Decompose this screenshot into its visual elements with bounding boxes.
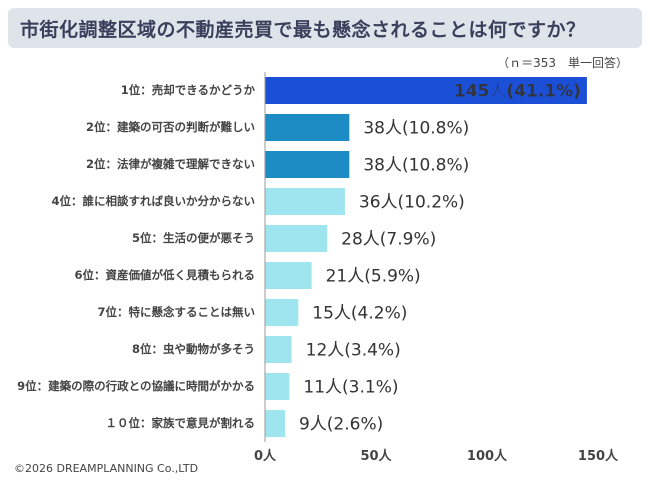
category-label-4: 4位：誰に相談すれば良いか分からない bbox=[52, 194, 256, 208]
value-label-1: 145人(41.1%) bbox=[454, 82, 581, 102]
value-label-2: 38人(10.8%) bbox=[363, 119, 469, 139]
bar-8 bbox=[265, 336, 292, 363]
x-tick-label-4: 150人 bbox=[578, 448, 619, 464]
title-band: 市街化調整区域の不動産売買で最も懸念されることは何ですか？ bbox=[8, 8, 642, 48]
category-label-8: 8位：虫や動物が多そう bbox=[132, 342, 255, 356]
value-label-6: 21人(5.9%) bbox=[326, 267, 421, 287]
category-label-6: 6位：資産価値が低く見積もられる bbox=[75, 268, 256, 282]
bar-7 bbox=[265, 299, 299, 326]
category-label-7: 7位：特に懸念することは無い bbox=[97, 305, 255, 319]
category-label-1: 1位：売却できるかどうか bbox=[121, 83, 256, 97]
sample-note: （ｎ＝353 単一回答） bbox=[497, 56, 628, 70]
value-label-3: 38人(10.8%) bbox=[363, 156, 469, 176]
category-label-10: １０位：家族で意見が割れる bbox=[106, 416, 256, 430]
value-label-10: 9人(2.6%) bbox=[299, 415, 383, 435]
x-tick-label-3: 100人 bbox=[467, 448, 508, 464]
bar-3 bbox=[265, 151, 350, 178]
category-label-2: 2位：建築の可否の判断が難しい bbox=[86, 120, 255, 134]
bar-2 bbox=[265, 114, 350, 141]
bar-5 bbox=[265, 225, 328, 252]
bar-10 bbox=[265, 410, 285, 437]
value-label-9: 11人(3.1%) bbox=[303, 378, 398, 398]
value-label-7: 15人(4.2%) bbox=[312, 304, 407, 324]
bar-1 bbox=[265, 77, 587, 104]
chart-title: 市街化調整区域の不動産売買で最も懸念されることは何ですか？ bbox=[20, 18, 586, 41]
category-label-5: 5位：生活の便が悪そう bbox=[132, 231, 255, 245]
copyright: ©2026 DREAMPLANNING Co.,LTD bbox=[14, 462, 199, 475]
value-label-4: 36人(10.2%) bbox=[359, 193, 465, 213]
category-label-9: 9位：建築の際の行政との協議に時間がかかる bbox=[17, 379, 255, 393]
bar-4 bbox=[265, 188, 345, 215]
bar-6 bbox=[265, 262, 312, 289]
x-tick-label-1: 0人 bbox=[254, 448, 277, 464]
category-label-3: 2位：法律が複雑で理解できない bbox=[86, 157, 255, 171]
x-tick-label-2: 50人 bbox=[360, 448, 392, 464]
bar-9 bbox=[265, 373, 290, 400]
value-label-8: 12人(3.4%) bbox=[306, 341, 401, 361]
value-label-5: 28人(7.9%) bbox=[341, 230, 436, 250]
